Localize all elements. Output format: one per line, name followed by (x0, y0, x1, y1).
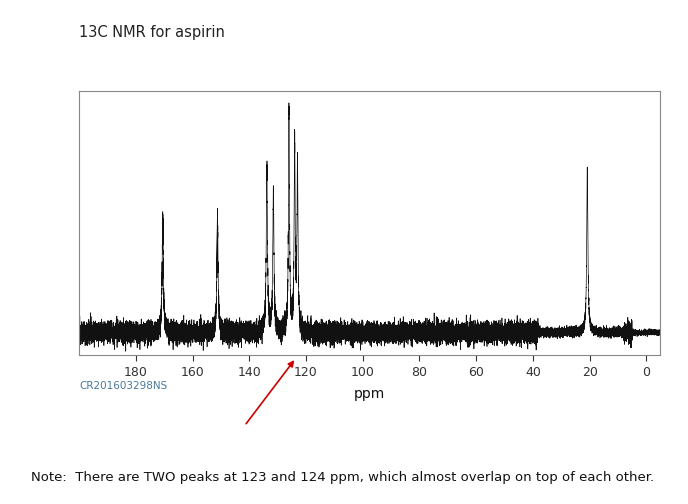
X-axis label: ppm: ppm (354, 387, 385, 401)
Text: Note:  There are TWO peaks at 123 and 124 ppm, which almost overlap on top of ea: Note: There are TWO peaks at 123 and 124… (31, 471, 654, 484)
Text: 13C NMR for aspirin: 13C NMR for aspirin (79, 25, 225, 40)
Text: CR201603298NS: CR201603298NS (79, 381, 167, 391)
